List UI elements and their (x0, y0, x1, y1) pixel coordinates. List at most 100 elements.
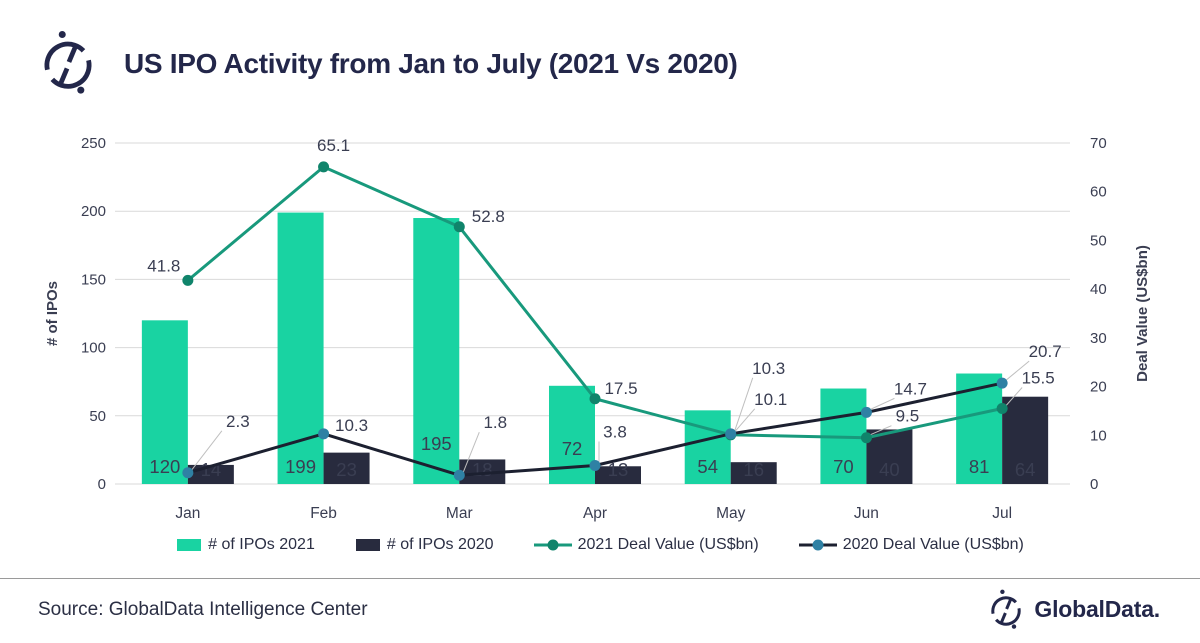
marker-2021-deal-value-us-bn--mar (453, 221, 465, 233)
marker-2020-deal-value-us-bn--may (725, 428, 737, 440)
bar-value-label: 120 (149, 456, 180, 477)
x-axis-label-jul: Jul (992, 505, 1012, 522)
bar-value-label: 54 (697, 456, 718, 477)
legend-label-ipos-2021: # of IPOs 2021 (208, 536, 315, 553)
label-leader-line (734, 377, 754, 431)
bar-value-label: 23 (336, 459, 357, 480)
header: US IPO Activity from Jan to July (2021 V… (0, 0, 1200, 110)
source-text: Source: GlobalData Intelligence Center (38, 599, 368, 620)
x-axis-label-feb: Feb (310, 505, 337, 522)
left-axis-tick: 150 (81, 271, 106, 288)
legend-swatch-bar-2020 (355, 539, 380, 551)
bar--of-ipos-2020-may (730, 462, 777, 484)
line-value-label: 2.3 (226, 412, 250, 431)
bar-value-label: 72 (562, 438, 583, 459)
marker-2021-deal-value-us-bn--jul (996, 402, 1008, 414)
line-value-label: 1.8 (483, 413, 507, 432)
right-axis-tick: 60 (1090, 184, 1107, 201)
footer: Source: GlobalData Intelligence Center G… (0, 578, 1200, 643)
bar--of-ipos-2021-feb (277, 212, 324, 484)
left-axis-tick: 100 (81, 340, 106, 357)
left-axis-tick: 50 (89, 408, 106, 425)
bar--of-ipos-2021-may (684, 410, 731, 484)
label-leader-line (462, 432, 480, 473)
marker-2020-deal-value-us-bn--feb (318, 428, 330, 440)
label-leader-line (734, 408, 756, 433)
bar--of-ipos-2021-jan (141, 320, 188, 484)
bar-value-label: 13 (608, 459, 629, 480)
legend-item-ipos-2021: # of IPOs 2021 (176, 536, 315, 554)
label-leader-line (191, 430, 223, 471)
bar-value-label: 16 (743, 459, 764, 480)
x-axis-label-may: May (716, 505, 746, 522)
marker-2020-deal-value-us-bn--jul (996, 377, 1008, 389)
marker-2020-deal-value-us-bn--apr (589, 459, 601, 471)
marker-2020-deal-value-us-bn--mar (453, 469, 465, 481)
bar-value-label: 81 (969, 456, 990, 477)
globaldata-compass-icon (36, 28, 100, 96)
marker-2021-deal-value-us-bn--feb (318, 161, 330, 173)
label-leader-line (1005, 360, 1030, 381)
bar--of-ipos-2020-feb (323, 452, 370, 484)
line-value-label: 10.3 (335, 416, 368, 435)
label-leader-line (1005, 387, 1023, 406)
label-leader-line (870, 425, 892, 436)
page-title: US IPO Activity from Jan to July (2021 V… (124, 48, 738, 79)
bar--of-ipos-2020-jun (866, 429, 913, 484)
x-axis-label-apr: Apr (583, 505, 607, 522)
legend-item-ipos-2020: # of IPOs 2020 (355, 536, 494, 554)
legend-swatch-line-2021 (533, 539, 572, 551)
x-axis-label-jun: Jun (854, 505, 879, 522)
bar-value-label: 40 (879, 459, 900, 480)
brand-text: GlobalData. (1034, 595, 1160, 622)
left-axis-title: # of IPOs (44, 281, 61, 346)
bar-value-label: 199 (285, 456, 316, 477)
line-value-label: 10.1 (754, 390, 787, 409)
line-value-label: 17.5 (604, 379, 637, 398)
globaldata-compass-icon (986, 587, 1026, 631)
marker-2021-deal-value-us-bn--apr (589, 393, 601, 405)
legend-label-ipos-2020: # of IPOs 2020 (386, 536, 494, 553)
line-value-label: 14.7 (894, 379, 927, 398)
right-axis-tick: 40 (1090, 281, 1107, 298)
marker-2020-deal-value-us-bn--jan (182, 467, 194, 479)
right-axis-tick: 70 (1090, 135, 1107, 152)
label-leader-line (870, 397, 895, 410)
chart-legend: # of IPOs 2021 # of IPOs 2020 2021 Deal … (0, 536, 1200, 554)
globaldata-brand: GlobalData. (986, 587, 1160, 631)
bar-value-label: 64 (1015, 459, 1036, 480)
right-axis-tick: 10 (1090, 427, 1107, 444)
left-axis-tick: 0 (98, 476, 106, 493)
line-value-label: 3.8 (603, 422, 627, 441)
bar--of-ipos-2020-apr (595, 466, 641, 484)
left-axis-tick: 250 (81, 135, 106, 152)
line-value-label: 10.3 (752, 359, 785, 378)
line-value-label: 52.8 (472, 207, 505, 226)
legend-item-deal-value-2020: 2020 Deal Value (US$bn) (798, 536, 1024, 554)
bar-value-label: 70 (833, 456, 854, 477)
right-axis-tick: 0 (1090, 476, 1098, 493)
line-value-label: 9.5 (896, 407, 920, 426)
bar--of-ipos-2020-jul (1002, 396, 1049, 484)
right-axis-tick: 30 (1090, 330, 1107, 347)
line-value-label: 15.5 (1022, 368, 1055, 387)
legend-label-deal-value-2021: 2021 Deal Value (US$bn) (577, 536, 759, 553)
right-axis-title: Deal Value (US$bn) (1134, 245, 1151, 382)
marker-2021-deal-value-us-bn--jan (182, 274, 194, 286)
legend-label-deal-value-2020: 2020 Deal Value (US$bn) (842, 536, 1024, 553)
bar--of-ipos-2021-mar (413, 218, 460, 484)
bar-value-label: 18 (472, 459, 493, 480)
legend-swatch-line-2020 (798, 539, 837, 551)
right-axis-tick: 50 (1090, 232, 1107, 249)
marker-2021-deal-value-us-bn--jun (860, 432, 872, 444)
left-axis-tick: 200 (81, 203, 106, 220)
right-axis-tick: 20 (1090, 379, 1107, 396)
x-axis-label-jan: Jan (175, 505, 200, 522)
legend-item-deal-value-2021: 2021 Deal Value (US$bn) (533, 536, 759, 554)
bar-value-label: 195 (421, 433, 452, 454)
x-axis-label-mar: Mar (446, 505, 473, 522)
line-value-label: 41.8 (147, 256, 180, 275)
line-value-label: 65.1 (317, 136, 350, 155)
combo-chart: 0 50 100 150 200 250 0 10 20 30 40 50 60 70 # of IPOs D… (44, 135, 1151, 522)
